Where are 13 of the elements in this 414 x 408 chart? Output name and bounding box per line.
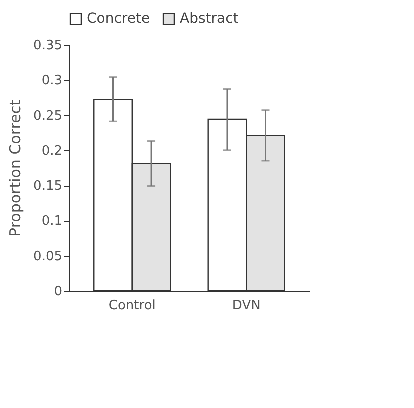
- y-axis-title: Proportion Correct: [6, 100, 25, 237]
- y-tick-label: 0: [54, 284, 62, 300]
- y-tick-label: 0.05: [34, 249, 62, 264]
- y-tick-label: 0.3: [42, 74, 62, 89]
- x-tick-label: DVN: [232, 298, 261, 314]
- y-tick-label: 0.15: [34, 179, 62, 194]
- x-tick-label: Control: [108, 298, 156, 314]
- y-tick-label: 0.2: [42, 144, 62, 159]
- y-tick-label: 0.1: [42, 214, 62, 230]
- legend-label: Abstract: [180, 11, 240, 28]
- y-tick-label: 0.25: [34, 108, 62, 124]
- legend-label: Concrete: [87, 11, 150, 28]
- y-tick-label: 0.35: [34, 38, 62, 54]
